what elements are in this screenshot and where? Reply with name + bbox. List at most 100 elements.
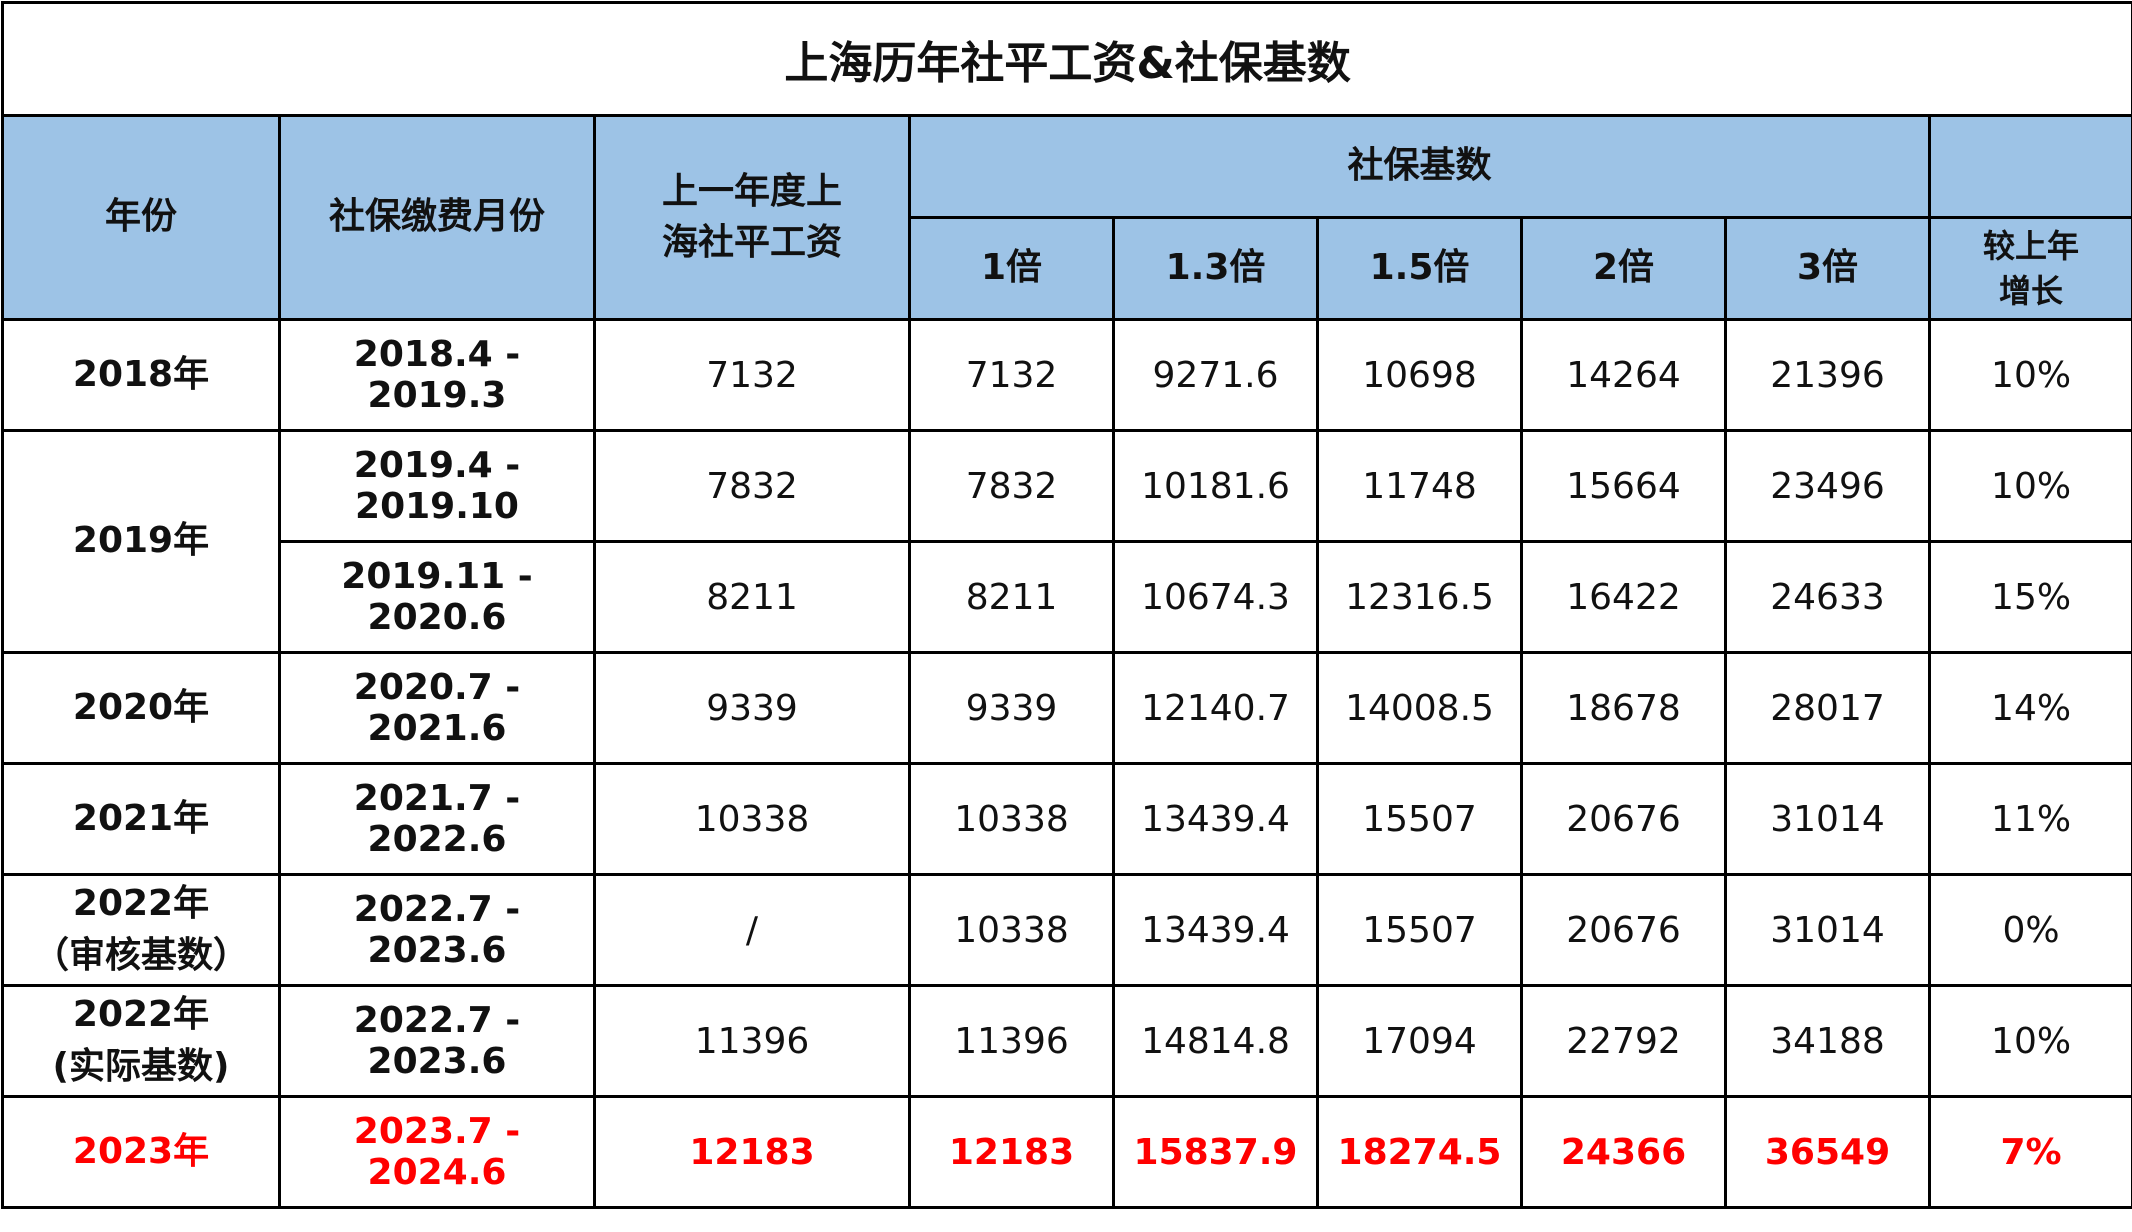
- base-3x-cell: 23496: [1724, 429, 1931, 543]
- base-1-5x-cell: 17094: [1316, 984, 1523, 1098]
- table-title: 上海历年社平工资&社保基数: [0, 1, 2132, 117]
- base-2x-cell: 15664: [1520, 429, 1727, 543]
- base-2x-cell: 20676: [1520, 873, 1727, 987]
- year-label: 2022年: [72, 882, 210, 924]
- header-multiplier-1-5: 1.5倍: [1316, 216, 1523, 321]
- header-growth: 较上年 增长: [1927, 216, 2132, 321]
- base-1-3x-cell: 12140.7: [1112, 651, 1319, 765]
- avg-wage-cell: 8211: [593, 540, 911, 654]
- year-cell: 2018年: [1, 318, 281, 432]
- avg-wage-cell: 9339: [593, 651, 911, 765]
- year-cell: 2022年 （审核基数）: [1, 873, 281, 987]
- base-1x-cell: 9339: [908, 651, 1115, 765]
- base-1-3x-cell: 14814.8: [1112, 984, 1319, 1098]
- year-cell: 2019年: [1, 429, 281, 654]
- header-growth-line2: 增长: [1999, 271, 2064, 310]
- growth-cell: 10%: [1927, 429, 2132, 543]
- base-1-3x-cell: 13439.4: [1112, 762, 1319, 876]
- base-3x-cell: 34188: [1724, 984, 1931, 1098]
- header-avg-wage-line1: 上一年度上: [661, 171, 842, 213]
- base-1-5x-cell: 15507: [1316, 762, 1523, 876]
- year-label: 2022年: [72, 993, 210, 1035]
- base-1-5x-cell: 18274.5: [1316, 1095, 1523, 1209]
- base-3x-cell: 21396: [1724, 318, 1931, 432]
- year-cell: 2023年: [1, 1095, 281, 1209]
- header-multiplier-3: 3倍: [1724, 216, 1931, 321]
- growth-cell: 14%: [1927, 651, 2132, 765]
- base-3x-cell: 24633: [1724, 540, 1931, 654]
- header-growth-line1: 较上年: [1983, 226, 2080, 265]
- period-cell: 2023.7 - 2024.6: [278, 1095, 596, 1209]
- header-avg-wage: 上一年度上 海社平工资: [593, 114, 911, 321]
- base-1x-cell: 11396: [908, 984, 1115, 1098]
- table-row: 2021年 2021.7 - 2022.6 10338 10338 13439.…: [1, 762, 2132, 876]
- base-1-5x-cell: 12316.5: [1316, 540, 1523, 654]
- header-multiplier-1: 1倍: [908, 216, 1115, 321]
- period-cell: 2022.7 - 2023.6: [278, 984, 596, 1098]
- avg-wage-cell: 10338: [593, 762, 911, 876]
- base-1x-cell: 8211: [908, 540, 1115, 654]
- base-2x-cell: 14264: [1520, 318, 1727, 432]
- table-row: 2022年 （审核基数） 2022.7 - 2023.6 / 10338 134…: [1, 873, 2132, 987]
- avg-wage-cell: 11396: [593, 984, 911, 1098]
- year-cell: 2020年: [1, 651, 281, 765]
- period-cell: 2021.7 - 2022.6: [278, 762, 596, 876]
- table-row: 2022年 (实际基数) 2022.7 - 2023.6 11396 11396…: [1, 984, 2132, 1098]
- period-cell: 2018.4 - 2019.3: [278, 318, 596, 432]
- growth-cell: 10%: [1927, 984, 2132, 1098]
- year-sublabel: (实际基数): [52, 1046, 230, 1087]
- growth-cell: 11%: [1927, 762, 2132, 876]
- period-cell: 2022.7 - 2023.6: [278, 873, 596, 987]
- header-year: 年份: [1, 114, 281, 321]
- base-1-3x-cell: 9271.6: [1112, 318, 1319, 432]
- growth-cell: 0%: [1927, 873, 2132, 987]
- avg-wage-cell: 7832: [593, 429, 911, 543]
- year-sublabel: （审核基数）: [32, 935, 249, 976]
- growth-cell: 15%: [1927, 540, 2132, 654]
- base-1-5x-cell: 14008.5: [1316, 651, 1523, 765]
- year-cell: 2022年 (实际基数): [1, 984, 281, 1098]
- base-2x-cell: 18678: [1520, 651, 1727, 765]
- table-row: 2020年 2020.7 - 2021.6 9339 9339 12140.7 …: [1, 651, 2132, 765]
- growth-cell: 7%: [1927, 1095, 2132, 1209]
- base-1-3x-cell: 15837.9: [1112, 1095, 1319, 1209]
- year-cell: 2021年: [1, 762, 281, 876]
- header-multiplier-1-3: 1.3倍: [1112, 216, 1319, 321]
- header-period: 社保缴费月份: [278, 114, 596, 321]
- header-multiplier-2: 2倍: [1520, 216, 1727, 321]
- header-avg-wage-line2: 海社平工资: [661, 221, 842, 263]
- base-1-5x-cell: 11748: [1316, 429, 1523, 543]
- base-1-3x-cell: 13439.4: [1112, 873, 1319, 987]
- base-1-5x-cell: 15507: [1316, 873, 1523, 987]
- base-1x-cell: 10338: [908, 762, 1115, 876]
- header-base-group: 社保基数: [908, 114, 1931, 219]
- period-cell: 2020.7 - 2021.6: [278, 651, 596, 765]
- avg-wage-cell: 12183: [593, 1095, 911, 1209]
- base-2x-cell: 16422: [1520, 540, 1727, 654]
- header-growth-top: [1927, 114, 2132, 219]
- growth-cell: 10%: [1927, 318, 2132, 432]
- period-cell: 2019.4 - 2019.10: [278, 429, 596, 543]
- table-row: 2018年 2018.4 - 2019.3 7132 7132 9271.6 1…: [1, 318, 2132, 432]
- base-1x-cell: 7832: [908, 429, 1115, 543]
- avg-wage-cell: 7132: [593, 318, 911, 432]
- avg-wage-cell: /: [593, 873, 911, 987]
- table-row: 2019.11 - 2020.6 8211 8211 10674.3 12316…: [3, 540, 2132, 654]
- base-2x-cell: 22792: [1520, 984, 1727, 1098]
- base-2x-cell: 24366: [1520, 1095, 1727, 1209]
- period-cell: 2019.11 - 2020.6: [278, 540, 596, 654]
- base-3x-cell: 28017: [1724, 651, 1931, 765]
- base-1x-cell: 7132: [908, 318, 1115, 432]
- base-1-3x-cell: 10674.3: [1112, 540, 1319, 654]
- base-3x-cell: 36549: [1724, 1095, 1931, 1209]
- base-3x-cell: 31014: [1724, 762, 1931, 876]
- base-1x-cell: 10338: [908, 873, 1115, 987]
- table-row-highlighted: 2023年 2023.7 - 2024.6 12183 12183 15837.…: [1, 1095, 2132, 1209]
- base-1-5x-cell: 10698: [1316, 318, 1523, 432]
- base-1-3x-cell: 10181.6: [1112, 429, 1319, 543]
- base-2x-cell: 20676: [1520, 762, 1727, 876]
- table-row: 2019年 2019.4 - 2019.10 7832 7832 10181.6…: [1, 429, 2132, 654]
- base-3x-cell: 31014: [1724, 873, 1931, 987]
